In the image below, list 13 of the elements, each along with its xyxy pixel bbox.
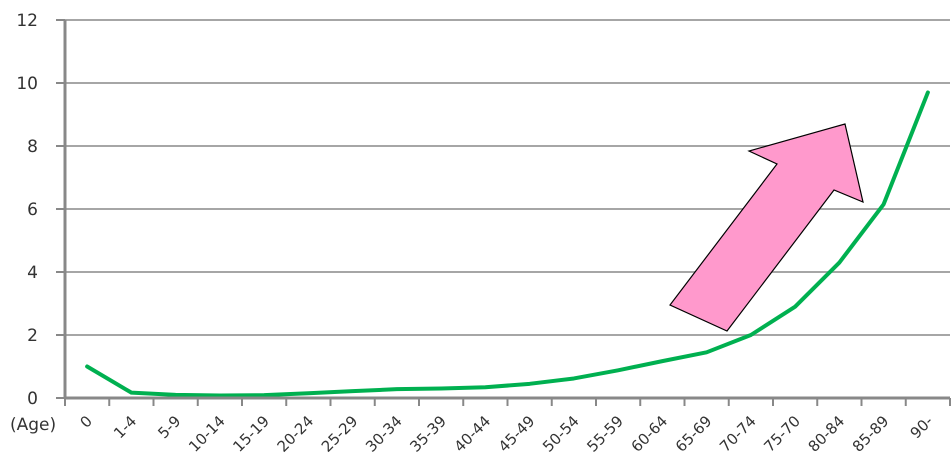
x-axis-title: (Age) [10,415,56,435]
y-tick-label: 6 [27,200,38,220]
x-tick-label: 90- [906,412,937,442]
y-tick-label: 10 [16,74,38,94]
x-tick-label: 5-9 [154,412,184,442]
y-tick-label: 2 [27,326,38,346]
x-tick-label: 1-4 [110,412,140,442]
line-series [85,90,930,398]
y-tick-label: 12 [16,11,38,32]
x-tick-label: 0 [76,412,96,432]
y-tick-label: 8 [27,137,38,158]
y-tick-label: 0 [27,389,38,410]
y-tick-label: 4 [27,263,38,284]
